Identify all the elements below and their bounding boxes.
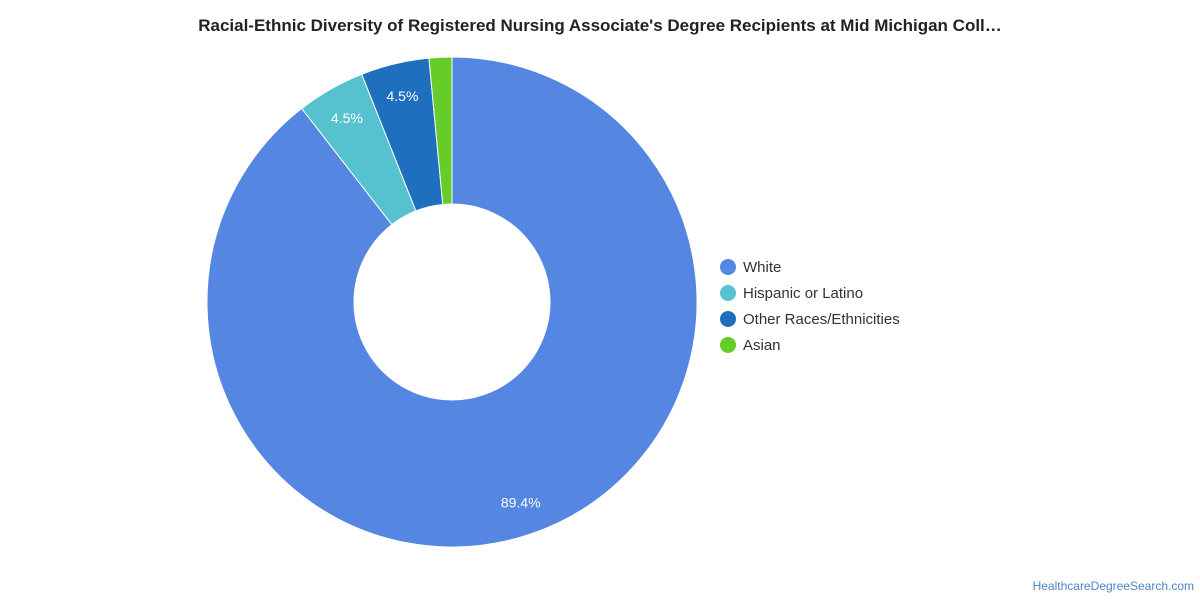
legend-item[interactable]: Hispanic or Latino — [720, 280, 900, 306]
legend-swatch — [720, 337, 736, 353]
legend-item[interactable]: White — [720, 254, 900, 280]
legend-swatch — [720, 285, 736, 301]
slice-asian[interactable] — [428, 56, 453, 205]
data-label: 89.4% — [501, 495, 541, 511]
legend-label: Asian — [743, 336, 781, 354]
legend-item[interactable]: Asian — [720, 332, 900, 358]
legend-item[interactable]: Other Races/Ethnicities — [720, 306, 900, 332]
data-label: 4.5% — [331, 110, 363, 126]
legend-swatch — [720, 311, 736, 327]
chart-title: Racial-Ethnic Diversity of Registered Nu… — [198, 16, 1002, 35]
slice-white[interactable] — [206, 56, 698, 548]
legend-label: White — [743, 258, 782, 276]
legend-label: Hispanic or Latino — [743, 284, 864, 302]
source-credit-link[interactable]: HealthcareDegreeSearch.com — [1032, 579, 1194, 593]
legend-label: Other Races/Ethnicities — [743, 310, 900, 328]
data-label: 4.5% — [387, 88, 419, 104]
legend-swatch — [720, 259, 736, 275]
chart-legend: White Hispanic or Latino Other Races/Ethni… — [720, 254, 900, 358]
